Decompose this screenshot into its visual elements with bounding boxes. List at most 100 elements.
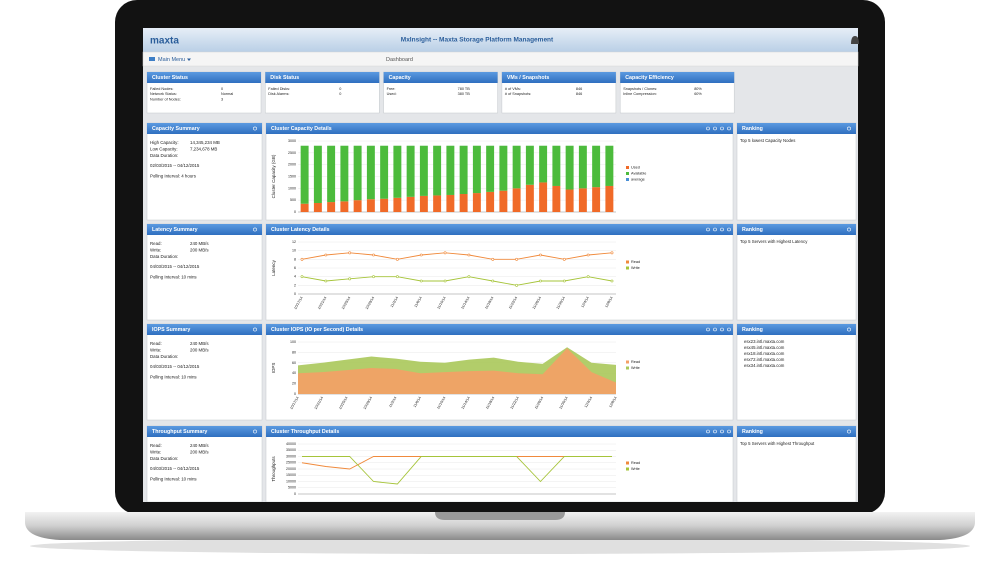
ranking-text: Top 5 Servers with Highest Throughput [740,441,815,446]
chart-panel [265,425,734,503]
y-tick-label: 40000 [286,442,296,446]
y-tick-label: 0 [294,210,296,214]
summary-label: Read: [150,443,162,448]
x-tick-label: 11/18/14 [484,296,494,310]
status-value: 0 [221,87,223,91]
bar-segment [565,145,574,190]
status-box-header [265,72,380,83]
dashboard-tab[interactable]: Dashboard [386,57,413,63]
status-value: 0 [339,87,341,91]
bar-segment [366,199,375,212]
point [443,279,447,283]
y-tick-label: 2 [294,283,296,287]
refresh-icon[interactable] [253,126,257,131]
status-label: Number of Nodes: [150,97,181,101]
status-value: Normal [221,92,233,96]
refresh-icon[interactable] [847,227,851,232]
refresh-icon[interactable] [253,227,257,232]
chart-tool-icon[interactable] [713,429,717,434]
chart-panel [265,223,734,321]
x-tick-label: 11/26/14 [532,296,542,310]
bar-segment [472,193,481,212]
x-tick-label: 10/25/14 [341,296,351,310]
ranking-panel [736,425,857,503]
bar-segment [525,145,534,185]
chart-tool-icon[interactable] [720,429,724,434]
ranking-panel [736,122,857,221]
bell-icon[interactable] [851,36,859,44]
legend-label: Write [631,467,640,471]
bar-segment [419,195,428,212]
series-area [298,348,616,394]
summary-value: 14,345,234 MB [190,140,220,145]
chart-tool-icon[interactable] [720,327,724,332]
chart-tool-icon[interactable] [713,126,717,131]
chart-tool-icon[interactable] [706,227,710,232]
x-tick-label: 11/2/14 [390,296,399,308]
bar-segment [340,145,349,202]
chart-tool-icon[interactable] [727,227,731,232]
chart-tool-icon[interactable] [727,327,731,332]
status-value: 846 [576,87,582,91]
chart-tool-icon[interactable] [713,327,717,332]
x-tick-label: 10/21/14 [314,396,324,410]
status-label: Snapshots / Clones: [623,87,657,91]
refresh-icon[interactable] [253,429,257,434]
dashboard: Cluster Status Failed Nodes: 0 Network Stat… [143,71,858,512]
refresh-icon[interactable] [847,429,851,434]
point [491,257,495,261]
chart-tool-icon[interactable] [720,227,724,232]
y-tick-label: 3000 [288,139,296,143]
summary-value: 240 MB/s [190,341,209,346]
y-tick-label: 4 [294,275,296,279]
ranking-item: esx18.intl.maxta.com [744,351,785,356]
bar-segment [578,188,587,212]
chart-tool-icon[interactable] [706,429,710,434]
y-tick-label: 30000 [286,454,296,458]
chart-tool-icon[interactable] [727,429,731,434]
chart-tool-icon[interactable] [706,327,710,332]
refresh-icon[interactable] [253,327,257,332]
bar-segment [327,202,336,212]
status-value: 3 [221,97,223,101]
bar-segment [419,145,428,196]
x-tick-label: 10/29/14 [363,396,373,410]
bar-segment [486,191,495,212]
main-menu[interactable]: Main Menu [158,57,185,63]
chart-tool-icon[interactable] [720,126,724,131]
y-tick-label: 25000 [286,461,296,465]
ranking-panel-header [737,324,856,335]
summary-value: 200 MB/s [190,449,209,454]
point [467,253,471,257]
chart-panel-title: Cluster Latency Details [271,227,330,233]
summary-panel [146,122,263,221]
point [467,275,471,279]
bar-segment [578,145,587,189]
y-tick-label: 2500 [288,151,296,155]
bar-segment [552,185,561,212]
summary-value: 240 MB/s [190,443,209,448]
summary-value: 7,234,678 MB [190,146,217,151]
bar-segment [592,145,601,188]
chart-tool-icon[interactable] [706,126,710,131]
status-box-header [147,72,261,83]
summary-label: Write: [150,247,161,252]
ranking-panel-title: Ranking [742,227,763,233]
summary-panel-title: IOPS Summary [152,327,190,333]
menu-bar [142,51,859,67]
summary-label: 02/03/2015 -- 04/12/2015 [150,163,200,168]
ranking-panel-header [737,123,856,134]
chart-tool-icon[interactable] [727,126,731,131]
y-tick-label: 20000 [286,467,296,471]
chart-tool-icon[interactable] [713,227,717,232]
chart-panel-header [266,324,733,335]
notch [435,512,565,520]
status-label: Failed Disks: [268,87,290,91]
y-tick-label: 5000 [288,486,296,490]
refresh-icon[interactable] [847,126,851,131]
refresh-icon[interactable] [847,327,851,332]
point [610,251,614,255]
summary-label: Data Duration: [150,153,178,158]
bar-segment [592,187,601,212]
ranking-text: Top 5 Servers with Highest Latency [740,239,808,244]
